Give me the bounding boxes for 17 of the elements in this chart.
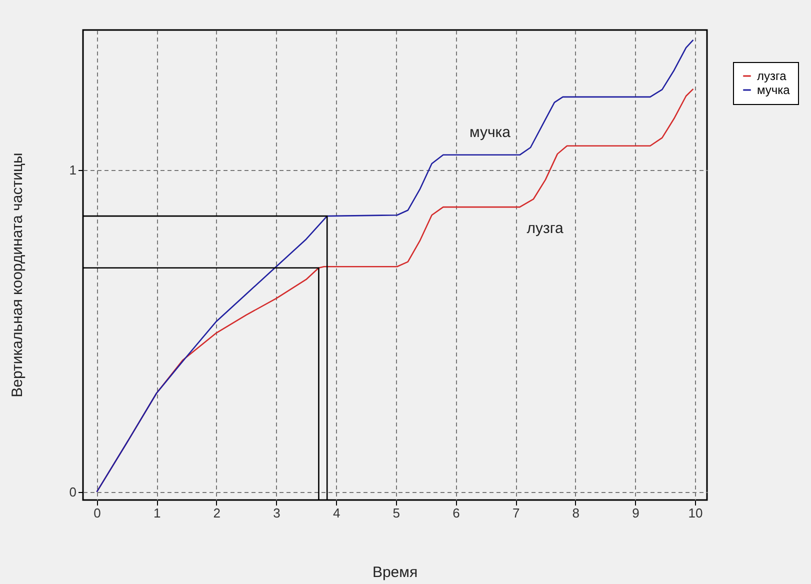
legend-label: лузга <box>757 69 787 83</box>
annotation: мучка <box>469 124 512 141</box>
x-tick-label: 4 <box>332 506 340 520</box>
x-tick-label: 1 <box>153 506 161 520</box>
y-axis-title: Вертикальная координата частицы <box>9 152 26 398</box>
x-tick-label: 0 <box>94 506 101 520</box>
x-tick-label: 5 <box>392 506 400 520</box>
legend-label: мучка <box>757 83 790 97</box>
x-tick-label: 2 <box>213 506 221 520</box>
x-tick-label: 9 <box>632 506 640 520</box>
x-axis-title: Время <box>372 564 418 581</box>
x-tick-label: 3 <box>273 506 280 520</box>
x-tick-label: 10 <box>688 506 703 520</box>
x-tick-label: 6 <box>452 506 460 520</box>
x-tick-label: 7 <box>512 506 520 520</box>
x-tick-label: 8 <box>572 506 580 520</box>
annotation: лузга <box>526 220 564 237</box>
